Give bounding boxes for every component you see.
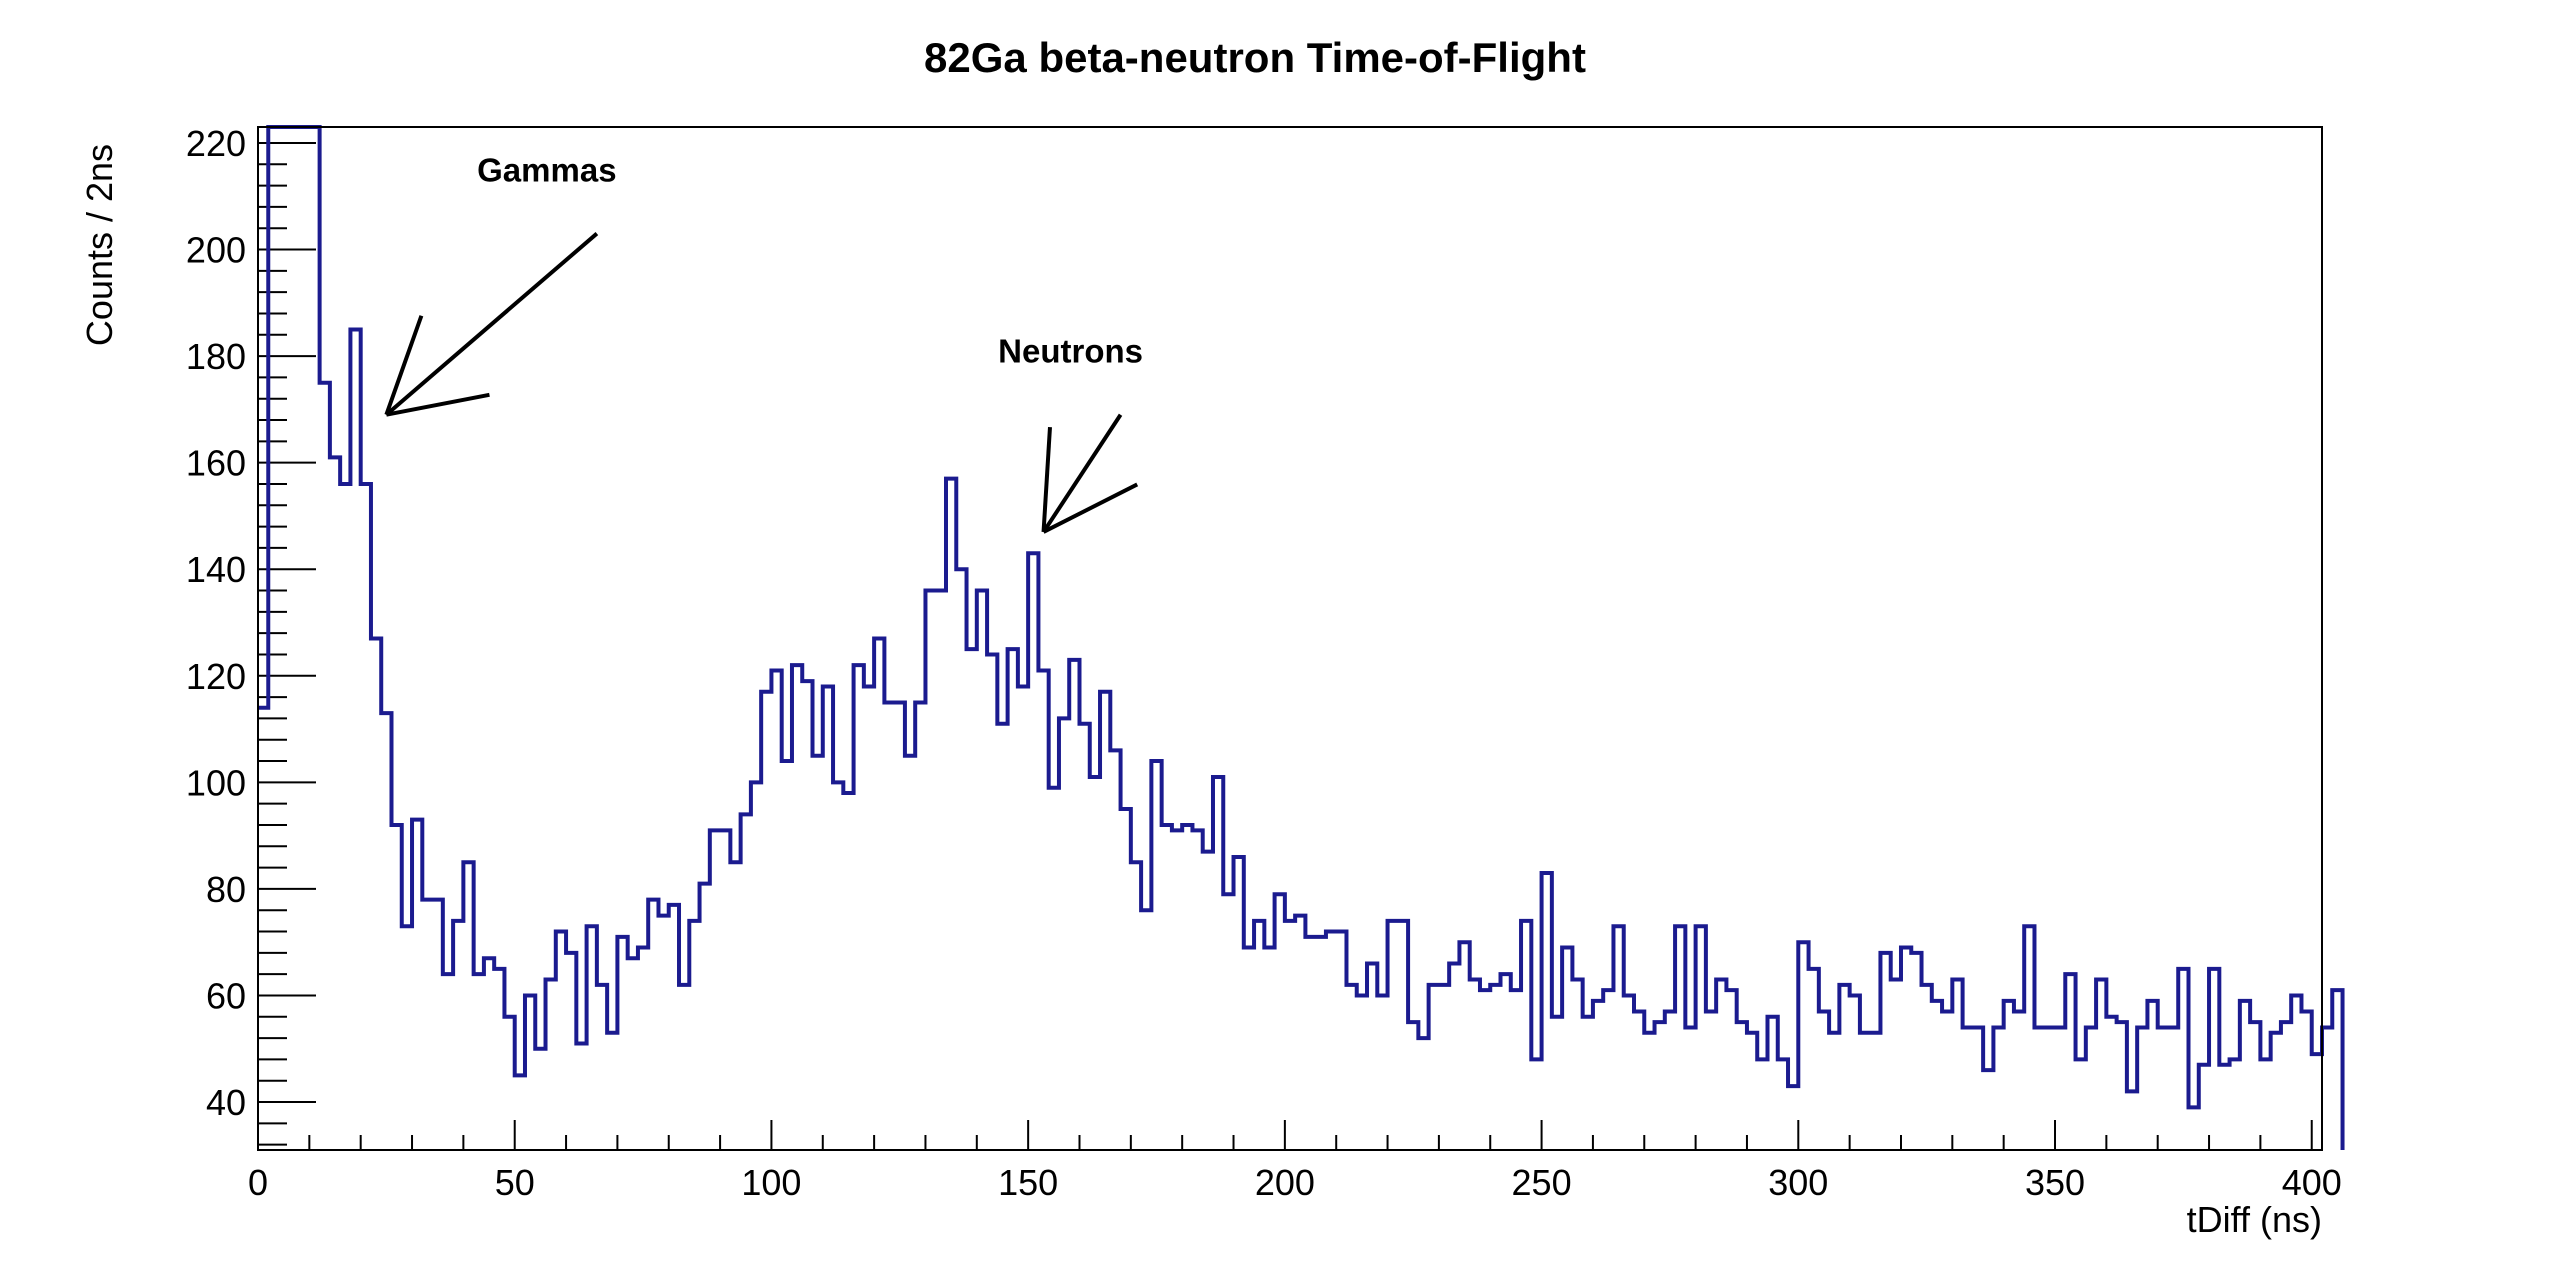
annotation-arrow-head xyxy=(1041,427,1052,533)
y-tick-label: 40 xyxy=(206,1082,246,1123)
y-tick-label: 140 xyxy=(186,549,246,590)
annotation-label: Gammas xyxy=(477,152,616,189)
chart-title: 82Ga beta-neutron Time-of-Flight xyxy=(924,34,1586,81)
y-tick-label: 100 xyxy=(186,762,246,803)
annotation-arrow-head xyxy=(1042,482,1139,534)
annotation-arrow-shaft xyxy=(1041,413,1123,534)
y-tick-label: 200 xyxy=(186,230,246,271)
y-axis: 40 60 80 100 120 140 160 180 200 220 xyxy=(186,123,316,1146)
y-tick-label: 180 xyxy=(186,336,246,377)
annotation-arrow-head xyxy=(384,315,424,416)
annotations: Gammas Neutrons xyxy=(384,152,1143,534)
x-tick-label: 250 xyxy=(1512,1162,1572,1203)
y-tick-label: 60 xyxy=(206,975,246,1016)
x-tick-label: 100 xyxy=(741,1162,801,1203)
histogram-series-line xyxy=(258,125,2345,1150)
x-tick-label: 300 xyxy=(1768,1162,1828,1203)
annotation-arrow-shaft xyxy=(385,232,599,417)
annotation-arrow-head xyxy=(385,392,490,417)
x-tick-label: 200 xyxy=(1255,1162,1315,1203)
y-tick-label: 160 xyxy=(186,443,246,484)
annotation-label: Neutrons xyxy=(998,333,1143,370)
x-tick-label: 350 xyxy=(2025,1162,2085,1203)
plot-frame xyxy=(257,126,2323,1151)
y-axis-title: Counts / 2ns xyxy=(79,144,120,346)
y-tick-label: 120 xyxy=(186,656,246,697)
x-tick-label: 50 xyxy=(495,1162,535,1203)
x-tick-label: 400 xyxy=(2282,1162,2342,1203)
x-tick-label: 0 xyxy=(248,1162,268,1203)
x-axis: 0 50 100 150 200 250 300 350 400 xyxy=(248,1120,2342,1203)
y-tick-label: 80 xyxy=(206,869,246,910)
x-tick-label: 150 xyxy=(998,1162,1058,1203)
y-tick-label: 220 xyxy=(186,123,246,164)
x-axis-title: tDiff (ns) xyxy=(2187,1199,2322,1240)
